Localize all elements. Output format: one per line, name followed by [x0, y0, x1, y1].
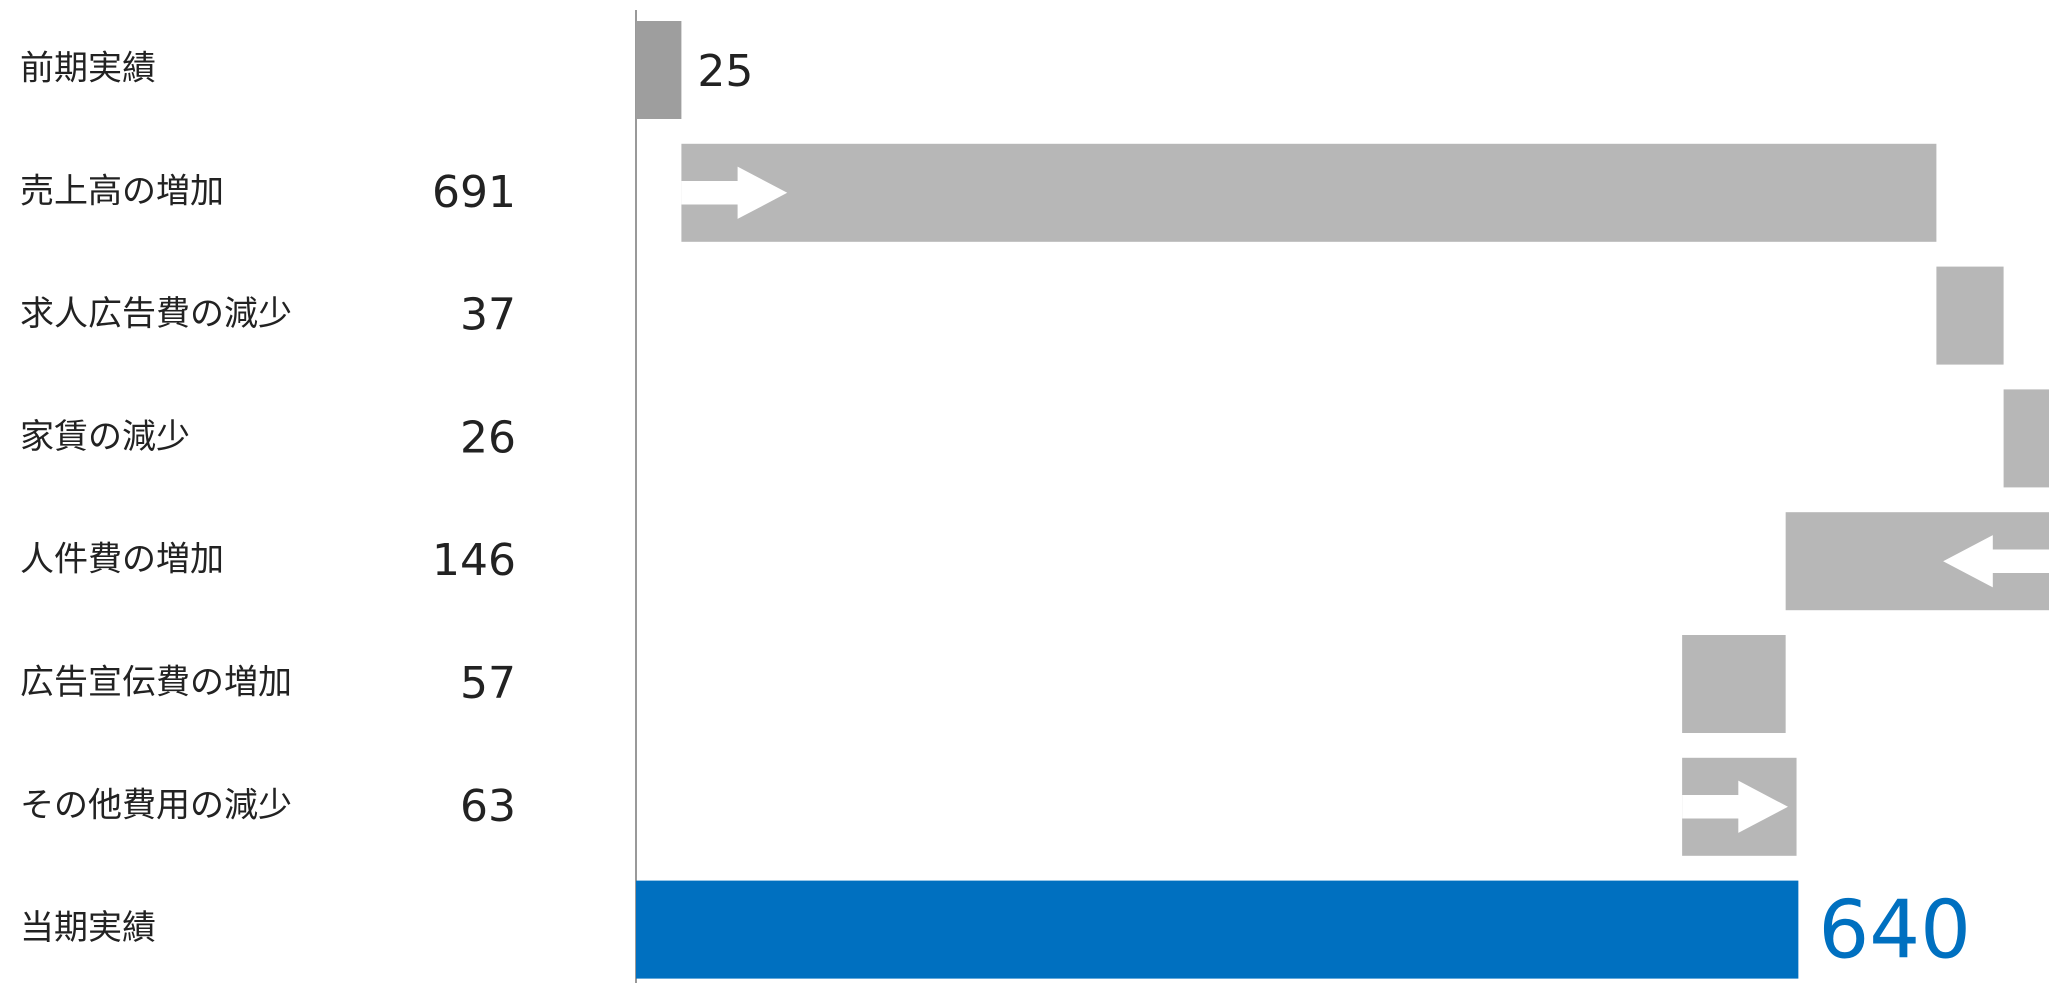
- delta-label: 146: [432, 535, 516, 586]
- delta-label: 26: [460, 412, 516, 463]
- bar: [681, 143, 1937, 242]
- bar: [636, 880, 1799, 979]
- category-label: 家賃の減少: [20, 417, 190, 457]
- category-label: 前期実績: [20, 49, 156, 89]
- bar: [636, 21, 682, 119]
- category-label: 売上高の増加: [20, 171, 224, 211]
- category-label: 求人広告費の減少: [20, 294, 292, 334]
- direction-arrow: [1943, 535, 2049, 588]
- category-label: 人件費の増加: [20, 540, 224, 580]
- delta-label: 691: [432, 167, 516, 218]
- category-label: その他費用の減少: [20, 785, 292, 825]
- bar: [2003, 389, 2049, 488]
- delta-label: 37: [460, 290, 516, 341]
- delta-label: 57: [460, 658, 516, 709]
- delta-label: 63: [460, 781, 516, 832]
- bar: [1682, 635, 1786, 733]
- direction-arrow: [1682, 780, 1788, 833]
- value-label: 640: [1818, 884, 1971, 977]
- direction-arrow: [681, 166, 788, 219]
- category-label: 広告宣伝費の増加: [20, 663, 292, 703]
- bar: [1936, 266, 2004, 365]
- value-label: 25: [697, 46, 753, 97]
- category-label: 当期実績: [20, 908, 156, 948]
